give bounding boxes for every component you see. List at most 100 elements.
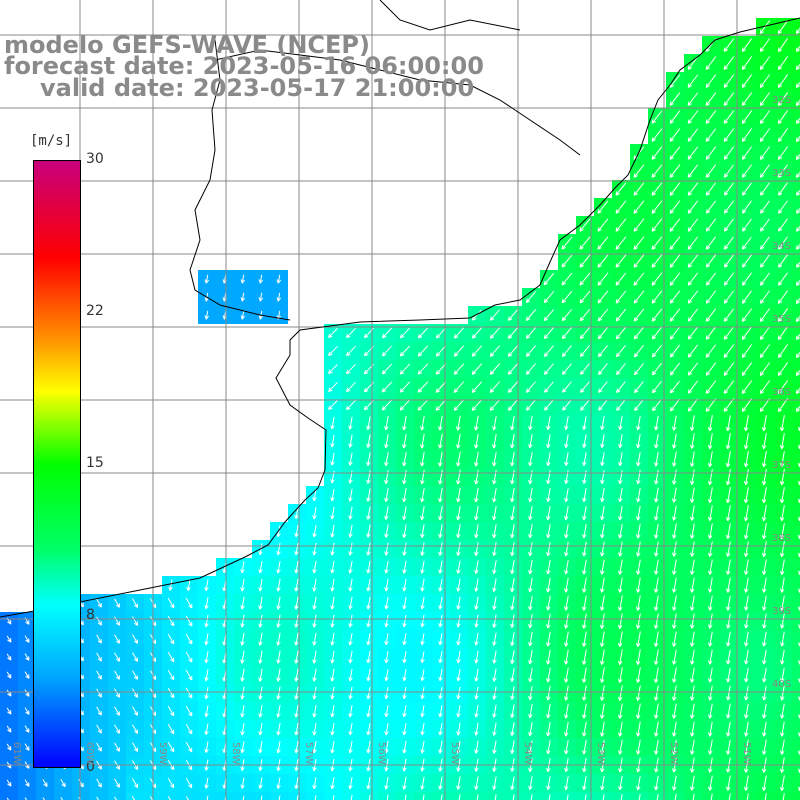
wind-arrow: [546, 685, 551, 701]
wind-arrow: [762, 613, 767, 629]
wind-arrow: [636, 469, 641, 485]
wind-cell: [216, 792, 234, 800]
wind-arrow: [438, 524, 443, 539]
wind-arrow: [258, 704, 263, 718]
wind-arrow: [741, 164, 752, 178]
wind-arrow: [24, 671, 30, 679]
wind-arrow: [399, 381, 411, 393]
wind-arrow: [167, 669, 175, 681]
wind-arrow: [708, 685, 713, 701]
wind-arrow: [438, 451, 443, 467]
wind-arrow: [744, 613, 749, 629]
wind-arrow: [708, 559, 713, 575]
wind-arrow: [741, 182, 752, 196]
wind-arrow: [528, 434, 533, 449]
wind-arrow: [438, 433, 443, 449]
wind-arrow: [759, 110, 771, 124]
wind-arrow: [782, 793, 785, 800]
wind-arrow: [330, 524, 335, 538]
wind-arrow: [60, 797, 64, 800]
wind-arrow: [795, 153, 800, 160]
wind-arrow: [507, 381, 519, 393]
wind-arrow: [656, 793, 659, 800]
wind-arrow: [453, 363, 465, 375]
wind-cell: [630, 792, 648, 800]
wind-arrow: [402, 722, 407, 736]
wind-arrow: [743, 415, 749, 432]
wind-arrow: [705, 56, 717, 70]
wind-arrow: [778, 254, 788, 268]
wind-arrow: [474, 704, 479, 718]
wind-cell: [792, 684, 800, 702]
wind-arrow: [705, 164, 717, 178]
wind-arrow: [708, 721, 713, 737]
wind-arrow: [417, 327, 428, 339]
wind-arrow: [579, 254, 591, 268]
wind-arrow: [779, 415, 785, 432]
wind-arrow: [705, 92, 717, 106]
wind-arrow: [705, 308, 717, 322]
wind-arrow: [797, 785, 800, 792]
wind-arrow: [582, 613, 587, 629]
wind-arrow: [546, 541, 551, 557]
wind-arrow: [185, 778, 193, 789]
wind-arrow: [669, 344, 681, 358]
wind-arrow: [294, 525, 299, 538]
wind-arrow: [543, 327, 555, 339]
wind-arrow: [492, 614, 497, 628]
wind-arrow: [600, 595, 605, 611]
wind-arrow: [672, 415, 677, 431]
wind-arrow: [777, 380, 789, 394]
wind-arrow: [114, 742, 120, 752]
wind-arrow: [438, 578, 443, 592]
wind-arrow: [723, 344, 735, 358]
wind-arrow: [582, 434, 587, 448]
wind-arrow: [780, 613, 785, 629]
wind-arrow: [779, 541, 785, 558]
wind-arrow: [708, 739, 713, 755]
wind-arrow: [474, 415, 479, 431]
wind-arrow: [741, 362, 753, 376]
wind-arrow: [544, 381, 554, 393]
wind-arrow: [582, 595, 587, 611]
wind-arrow: [618, 434, 623, 449]
wind-arrow: [474, 451, 479, 467]
wind-arrow: [690, 469, 695, 485]
wind-arrow: [725, 433, 731, 450]
wind-arrow: [690, 523, 695, 539]
wind-arrow: [384, 687, 389, 700]
wind-arrow: [381, 327, 392, 339]
wind-arrow: [582, 559, 587, 575]
wind-arrow: [6, 653, 12, 661]
wind-arrow: [654, 505, 659, 521]
wind-arrow: [206, 795, 209, 800]
wind-arrow: [185, 669, 193, 681]
wind-direction-arrows: [6, 20, 800, 800]
wind-arrow: [618, 452, 623, 467]
wind-arrow: [276, 596, 281, 610]
wind-arrow: [636, 487, 641, 503]
wind-arrow: [399, 345, 411, 357]
wind-cell: [792, 324, 800, 342]
wind-arrow: [618, 523, 623, 539]
wind-arrow: [654, 721, 659, 737]
wind-arrow: [348, 578, 353, 592]
wind-arrow: [705, 182, 717, 196]
wind-arrow: [402, 560, 407, 574]
wind-arrow: [636, 577, 641, 593]
wind-arrow: [276, 560, 281, 574]
wind-arrow: [438, 776, 443, 790]
wind-arrow: [258, 668, 263, 682]
wind-arrow: [258, 596, 263, 610]
wind-arrow: [240, 274, 246, 284]
wind-arrow: [438, 704, 443, 718]
wind-arrow: [780, 685, 785, 701]
wind-arrow: [366, 632, 371, 646]
wind-arrow: [618, 721, 623, 737]
wind-arrow: [456, 451, 461, 467]
wind-cell: [792, 54, 800, 72]
wind-arrow: [797, 497, 800, 504]
wind-arrow: [710, 793, 713, 800]
wind-arrow: [312, 650, 317, 664]
wind-cell: [792, 126, 800, 144]
